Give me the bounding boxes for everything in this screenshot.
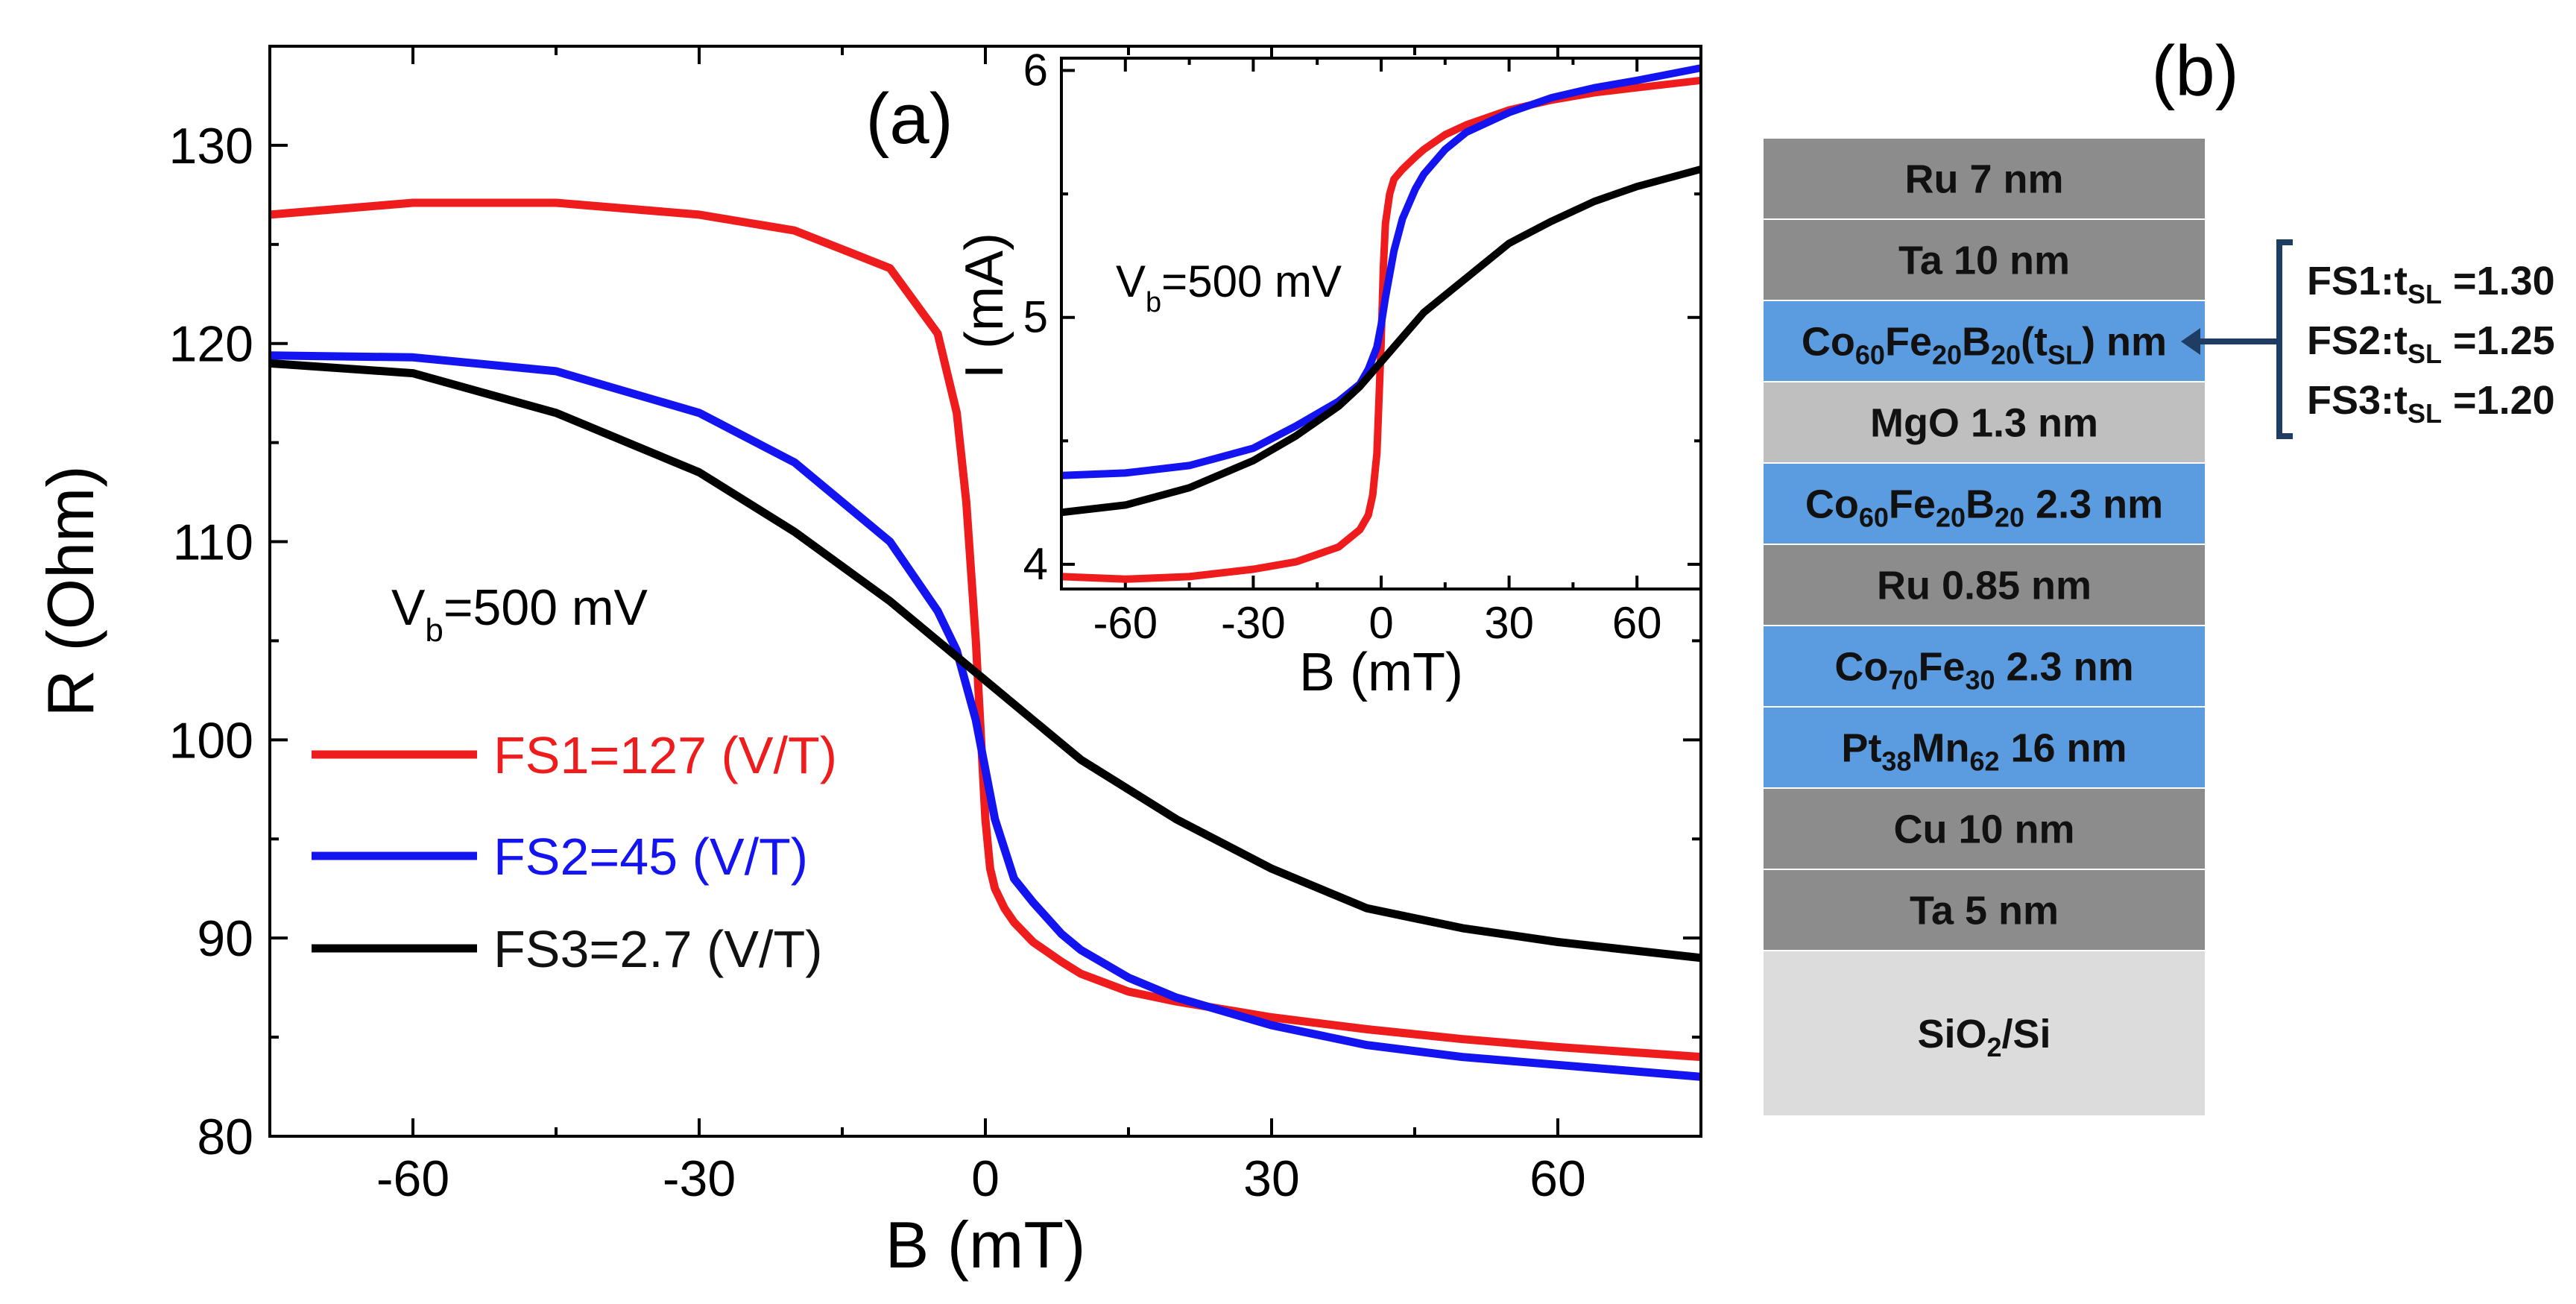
y-tick-label: 120 [169, 316, 253, 373]
x-tick-label: 0 [971, 1150, 1000, 1207]
y-tick-label: 100 [169, 712, 253, 769]
layer-11 [1764, 951, 2205, 1115]
rich-label: FS2:tSL =1.25 [2307, 318, 2555, 369]
rich-label: SiO2/Si [1917, 1012, 2051, 1062]
legend-label-1: FS1=127 (V/T) [493, 726, 837, 784]
free-layer-thickness-notes: FS1:tSL =1.30 FS2:tSL =1.25 FS3:tSL =1.20 [2181, 239, 2555, 439]
legend-label-3: FS3=2.7 (V/T) [493, 920, 823, 978]
main-series [270, 198, 1701, 1081]
main-plot-frame [268, 45, 1702, 1138]
inset-axis-ticks: -60 -30 0 30 60 4 5 6 [1023, 45, 1701, 648]
y-tick-label: 90 [197, 910, 253, 967]
main-x-axis-label: B (mT) [886, 1208, 1086, 1282]
thickness-bracket [2276, 239, 2293, 439]
rich-label: Ta 10 nm [1898, 239, 2070, 283]
x-tick-label: 30 [1484, 598, 1534, 648]
x-tick-label: 30 [1243, 1150, 1300, 1207]
inset-x-axis-label: B (mT) [1299, 643, 1463, 702]
series-line-3 [270, 359, 1701, 963]
panel-label-a: (a) [865, 79, 953, 159]
layer-stack: (b) Ru 7 nm Ta 10 nm Co60Fe20B20(tSL) nm Mg… [1764, 31, 2555, 1115]
y-tick-label: 80 [197, 1109, 253, 1165]
series-line-1 [270, 198, 1701, 1062]
layer-4 [1764, 382, 2205, 462]
x-tick-label: -30 [1221, 598, 1286, 648]
inset-plot-frame [1060, 57, 1702, 590]
series-line-2 [270, 351, 1701, 1081]
x-tick-label: 60 [1612, 598, 1662, 648]
rich-label: Co60Fe20B20 2.3 nm [1805, 482, 2163, 533]
y-tick-label: 5 [1023, 292, 1048, 342]
x-tick-label: -60 [1093, 598, 1158, 648]
series-line-2 [1061, 64, 1701, 479]
inset-series [1061, 64, 1701, 583]
legend-label-2: FS2=45 (V/T) [493, 828, 808, 886]
rich-label: FS1:tSL =1.30 [2307, 259, 2555, 309]
main-y-axis-label: R (Ohm) [34, 465, 107, 716]
layer-5 [1764, 464, 2205, 544]
layer-9 [1764, 789, 2205, 869]
x-tick-label: -30 [663, 1150, 736, 1207]
rich-label: Co70Fe30 2.3 nm [1834, 645, 2133, 696]
rich-label: Ru 0.85 nm [1877, 564, 2092, 608]
inset-chart: -60 -30 0 30 60 4 5 6 B (mT) I (mA) Vb=500 mV [955, 45, 1702, 702]
bracket-arrow-head [2181, 328, 2200, 355]
inset-bias-annotation: Vb=500 mV [1116, 256, 1342, 318]
layer-6 [1764, 545, 2205, 625]
rich-label: FS3:tSL =1.20 [2307, 378, 2555, 429]
rich-label: Cu 10 nm [1893, 807, 2074, 852]
inset-y-axis-label: I (mA) [955, 233, 1014, 379]
rich-label: Ru 7 nm [1904, 157, 2063, 202]
series-line-3 [1061, 166, 1701, 517]
x-tick-label: 0 [1368, 598, 1393, 648]
rich-label: Ta 5 nm [1910, 889, 2059, 933]
stack-layers: Ru 7 nm Ta 10 nm Co60Fe20B20(tSL) nm MgO 1.… [1764, 139, 2205, 1115]
y-tick-label: 130 [169, 118, 253, 174]
layer-3 [1764, 301, 2205, 381]
layer-1 [1764, 139, 2205, 218]
rich-label: Co60Fe20B20(tSL) nm [1802, 320, 2167, 371]
legend: FS1=127 (V/T) FS2=45 (V/T) FS3=2.7 (V/T) [312, 726, 837, 978]
y-tick-label: 4 [1023, 539, 1048, 589]
layer-10 [1764, 870, 2205, 950]
main-bias-annotation: Vb=500 mV [391, 579, 648, 649]
layer-2 [1764, 220, 2205, 300]
rich-label: Pt38Mn62 16 nm [1841, 726, 2127, 777]
panel-label-b: (b) [2151, 31, 2238, 111]
rich-label: MgO 1.3 nm [1870, 401, 2098, 446]
layer-7 [1764, 626, 2205, 706]
x-tick-label: 60 [1530, 1150, 1586, 1207]
x-tick-label: -60 [376, 1150, 449, 1207]
y-tick-label: 6 [1023, 45, 1048, 95]
y-tick-label: 110 [173, 514, 253, 571]
layer-8 [1764, 708, 2205, 787]
